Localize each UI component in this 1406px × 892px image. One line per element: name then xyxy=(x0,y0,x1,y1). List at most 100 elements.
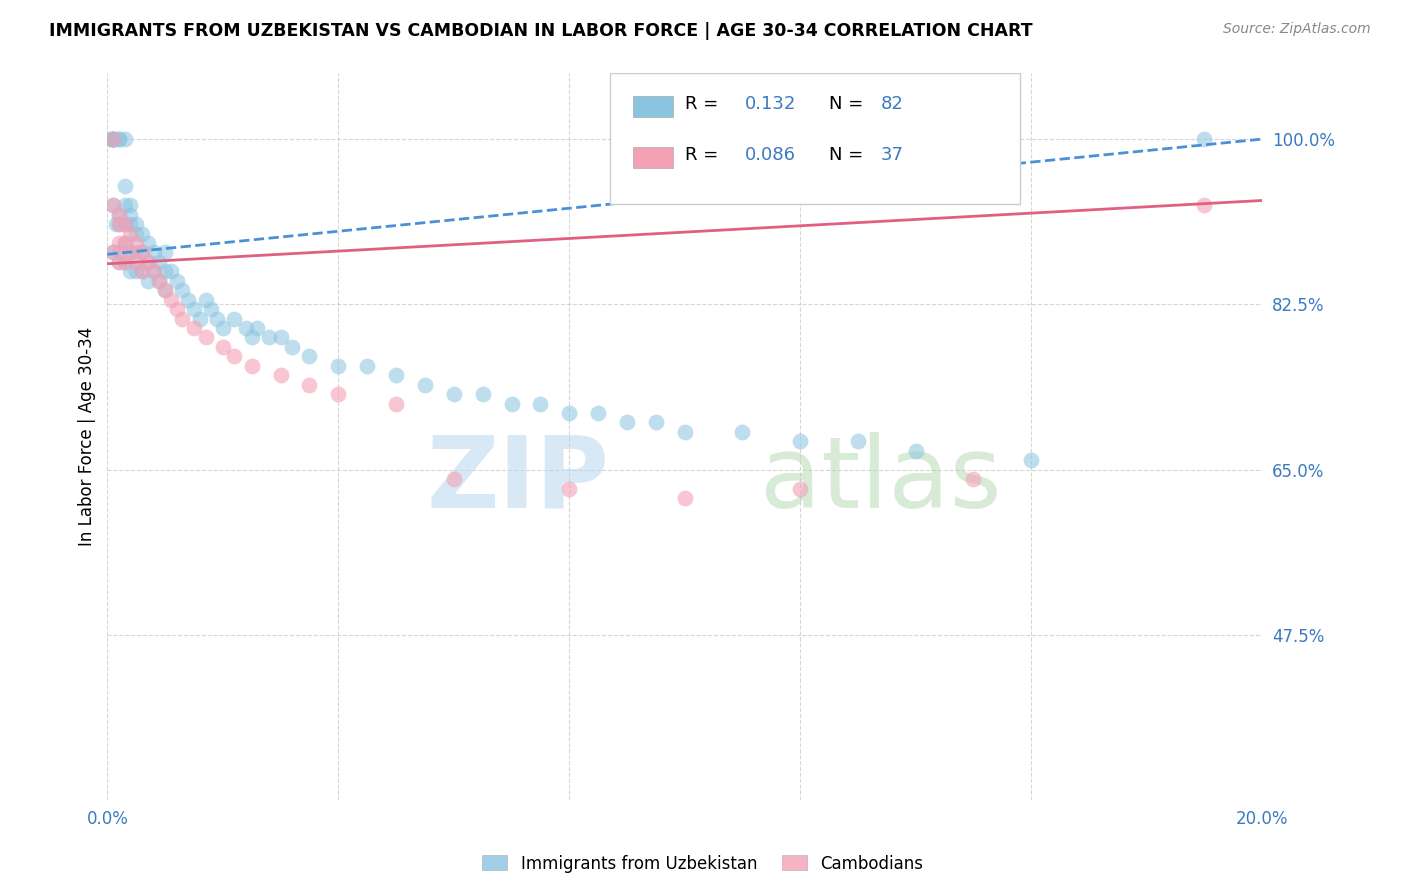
Point xyxy=(101,132,124,146)
Point xyxy=(101,132,124,146)
Point xyxy=(114,217,136,231)
Point xyxy=(101,198,124,212)
Point xyxy=(443,387,465,401)
Point xyxy=(166,274,188,288)
Point xyxy=(114,255,136,269)
Point xyxy=(108,132,131,146)
Point xyxy=(148,274,170,288)
Point xyxy=(789,482,811,496)
FancyBboxPatch shape xyxy=(633,147,673,168)
Point xyxy=(172,283,194,297)
Point xyxy=(120,245,142,260)
Point xyxy=(385,368,408,383)
Point xyxy=(101,245,124,260)
Point xyxy=(177,293,200,307)
Point xyxy=(131,264,153,278)
Point xyxy=(160,293,183,307)
Point xyxy=(257,330,280,344)
Point xyxy=(731,425,754,439)
Point xyxy=(471,387,494,401)
Point xyxy=(586,406,609,420)
Text: N =: N = xyxy=(830,95,869,113)
Point xyxy=(1194,198,1216,212)
Point xyxy=(136,274,159,288)
Point xyxy=(125,227,148,241)
Point xyxy=(114,198,136,212)
Text: 0.132: 0.132 xyxy=(745,95,796,113)
Point xyxy=(125,264,148,278)
Point xyxy=(200,302,222,317)
Point xyxy=(125,217,148,231)
Point xyxy=(108,208,131,222)
Text: IMMIGRANTS FROM UZBEKISTAN VS CAMBODIAN IN LABOR FORCE | AGE 30-34 CORRELATION C: IMMIGRANTS FROM UZBEKISTAN VS CAMBODIAN … xyxy=(49,22,1033,40)
Point xyxy=(131,245,153,260)
Point xyxy=(194,293,217,307)
Point xyxy=(114,235,136,250)
Point xyxy=(328,387,350,401)
Legend: Immigrants from Uzbekistan, Cambodians: Immigrants from Uzbekistan, Cambodians xyxy=(475,848,931,880)
Point xyxy=(101,132,124,146)
Point xyxy=(108,132,131,146)
Point xyxy=(120,245,142,260)
Point xyxy=(131,264,153,278)
Point xyxy=(101,132,124,146)
Point xyxy=(120,208,142,222)
Text: 37: 37 xyxy=(882,146,904,164)
Point xyxy=(120,198,142,212)
Point xyxy=(108,255,131,269)
Point xyxy=(194,330,217,344)
Text: atlas: atlas xyxy=(759,432,1001,529)
Point xyxy=(108,217,131,231)
Point xyxy=(101,198,124,212)
Point xyxy=(166,302,188,317)
Point xyxy=(673,425,696,439)
Text: ZIP: ZIP xyxy=(427,432,610,529)
Text: Source: ZipAtlas.com: Source: ZipAtlas.com xyxy=(1223,22,1371,37)
Point xyxy=(131,227,153,241)
Point xyxy=(114,132,136,146)
Point xyxy=(789,434,811,449)
Point xyxy=(205,311,228,326)
Point xyxy=(558,482,581,496)
Point xyxy=(98,132,121,146)
Point xyxy=(153,264,176,278)
Point xyxy=(298,349,321,363)
Point xyxy=(108,217,131,231)
Point xyxy=(240,359,263,373)
FancyBboxPatch shape xyxy=(610,73,1019,204)
Point xyxy=(153,283,176,297)
Point xyxy=(114,235,136,250)
Point xyxy=(120,264,142,278)
Y-axis label: In Labor Force | Age 30-34: In Labor Force | Age 30-34 xyxy=(79,327,96,546)
Point xyxy=(136,255,159,269)
Point xyxy=(114,217,136,231)
Point xyxy=(281,340,304,354)
Point xyxy=(224,349,246,363)
Point xyxy=(211,340,233,354)
Text: N =: N = xyxy=(830,146,869,164)
Point xyxy=(142,245,165,260)
Point xyxy=(142,264,165,278)
Point xyxy=(153,245,176,260)
Text: 0.086: 0.086 xyxy=(745,146,796,164)
Point xyxy=(160,264,183,278)
Point xyxy=(413,377,436,392)
Text: R =: R = xyxy=(685,146,724,164)
Point xyxy=(136,235,159,250)
Point xyxy=(105,217,128,231)
Point xyxy=(644,416,666,430)
Text: R =: R = xyxy=(685,95,724,113)
Point xyxy=(904,443,927,458)
Point xyxy=(224,311,246,326)
Point xyxy=(298,377,321,392)
Point xyxy=(211,321,233,335)
Point xyxy=(270,330,292,344)
Point xyxy=(235,321,257,335)
Point xyxy=(125,235,148,250)
Point xyxy=(153,283,176,297)
Point xyxy=(558,406,581,420)
Point xyxy=(120,217,142,231)
Point xyxy=(356,359,378,373)
Point xyxy=(125,245,148,260)
Point xyxy=(131,245,153,260)
